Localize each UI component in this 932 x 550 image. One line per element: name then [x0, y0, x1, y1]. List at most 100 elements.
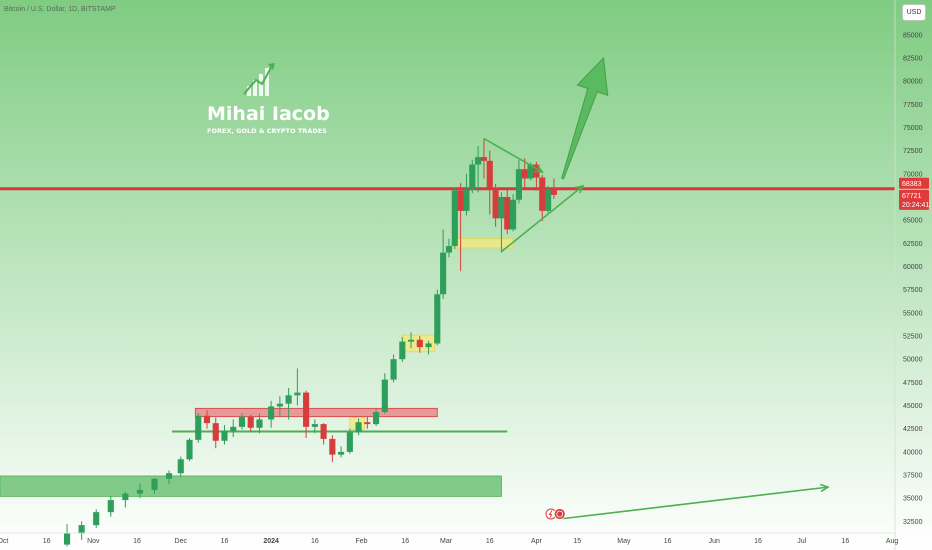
- y-tick-label: 42500: [903, 426, 923, 433]
- x-tick-label: Jul: [797, 538, 806, 545]
- candle-body: [195, 415, 202, 440]
- candle-body: [122, 493, 129, 501]
- x-tick-label: 16: [133, 538, 141, 545]
- trendline-0-head: [534, 164, 544, 173]
- candle-body: [107, 500, 114, 513]
- x-tick-label: Apr: [531, 538, 543, 545]
- resistance-price-label: 68383: [902, 181, 922, 188]
- candle-body: [177, 459, 184, 474]
- candle-body: [390, 359, 397, 380]
- candles-layer: [63, 138, 557, 547]
- candle-body: [338, 451, 345, 455]
- x-tick-label: 16: [221, 538, 229, 545]
- candle-body: [504, 196, 511, 230]
- x-tick-label: Aug: [886, 538, 899, 545]
- candle-body: [355, 422, 362, 433]
- y-tick-label: 70000: [903, 171, 923, 178]
- trendline-2: [562, 486, 829, 520]
- last-price-label: 67721: [902, 193, 922, 200]
- y-tick-label: 40000: [903, 449, 923, 456]
- candle-body: [381, 379, 388, 413]
- candle-body: [93, 512, 100, 526]
- candle-body: [78, 525, 85, 534]
- y-tick-label: 37500: [903, 473, 923, 480]
- candle-body: [521, 169, 528, 179]
- candle-body: [445, 246, 453, 253]
- candle-body: [463, 189, 470, 211]
- candle-body: [399, 341, 406, 360]
- watermark-name: Mihai Iacob: [207, 103, 330, 125]
- candle-body: [545, 189, 552, 211]
- last-price-tag: [899, 189, 929, 210]
- x-tick-label: Mar: [440, 538, 453, 545]
- trendline-1: [500, 185, 584, 253]
- candle-body: [285, 395, 292, 404]
- x-tick-label: 16: [311, 538, 319, 545]
- zones-layer: [0, 238, 514, 497]
- x-tick-label: 16: [43, 538, 51, 545]
- y-tick-label: 77500: [903, 102, 923, 109]
- x-tick-label: 16: [486, 538, 494, 545]
- x-axis: Oct 16 Nov 16 Dec 16 2024 16 Feb 16 Mar 16 Apr 15 May 1…: [0, 532, 899, 545]
- x-tick-label: 15: [573, 538, 581, 545]
- candle-body: [166, 473, 173, 479]
- y-tick-label: 52500: [903, 334, 923, 341]
- candle-body: [407, 339, 415, 342]
- bull-chart-logo-icon: [243, 63, 275, 96]
- y-tick-label: 85000: [903, 32, 923, 39]
- lightning-bolt-icon: [548, 510, 553, 518]
- earnings-event-ring-icon: [556, 510, 564, 518]
- y-tick-label: 35000: [903, 496, 923, 503]
- y-tick-label: 50000: [903, 357, 923, 364]
- candle-body: [457, 190, 464, 211]
- x-tick-label: 16: [664, 538, 672, 545]
- zone-green-1: [0, 475, 502, 497]
- y-tick-label: 45000: [903, 403, 923, 410]
- candle-body: [469, 164, 476, 190]
- resistance-price-tag: [899, 177, 929, 189]
- logo-layer: [243, 63, 275, 96]
- candle-body: [256, 419, 263, 428]
- x-tick-label: Dec: [175, 538, 188, 545]
- x-tick-label: 16: [401, 538, 409, 545]
- y-tick-label: 82500: [903, 55, 923, 62]
- candle-body: [212, 423, 219, 441]
- candle-body: [486, 160, 493, 188]
- candle-body: [268, 406, 275, 420]
- candle-body: [492, 187, 499, 219]
- x-tick-label: May: [617, 538, 631, 545]
- y-tick-label: 62500: [903, 241, 923, 248]
- watermark-tagline: FOREX, GOLD & CRYPTO TRADES: [207, 127, 327, 135]
- y-tick-label: 32500: [903, 519, 923, 526]
- candle-body: [539, 177, 546, 211]
- candle-body: [276, 403, 283, 407]
- candle-body: [303, 392, 310, 427]
- candle-body: [238, 416, 246, 427]
- candle-body: [510, 199, 517, 230]
- candle-body: [186, 439, 193, 460]
- candle-body: [364, 422, 371, 425]
- candle-body: [550, 189, 557, 195]
- trendline-2-head: [820, 483, 830, 493]
- x-tick-label: 16: [842, 538, 850, 545]
- candle-body: [434, 294, 441, 344]
- candle-body: [480, 157, 488, 161]
- candle-body: [498, 196, 505, 219]
- candle-body: [527, 164, 534, 179]
- candle-body: [221, 430, 228, 441]
- candle-body: [320, 424, 327, 439]
- projection-arrow-icon: [561, 56, 609, 180]
- zone-red-0: [194, 407, 438, 418]
- candle-body: [475, 157, 482, 165]
- y-tick-label: 57500: [903, 287, 923, 294]
- currency-button[interactable]: USD: [902, 4, 926, 21]
- x-tick-label: Feb: [355, 538, 367, 545]
- candle-body: [346, 432, 353, 452]
- candle-body: [294, 392, 301, 396]
- x-tick-label: Nov: [87, 538, 100, 545]
- trendline-0: [483, 137, 543, 173]
- x-tick-label: 2024: [263, 538, 279, 545]
- y-tick-label: 55000: [903, 310, 923, 317]
